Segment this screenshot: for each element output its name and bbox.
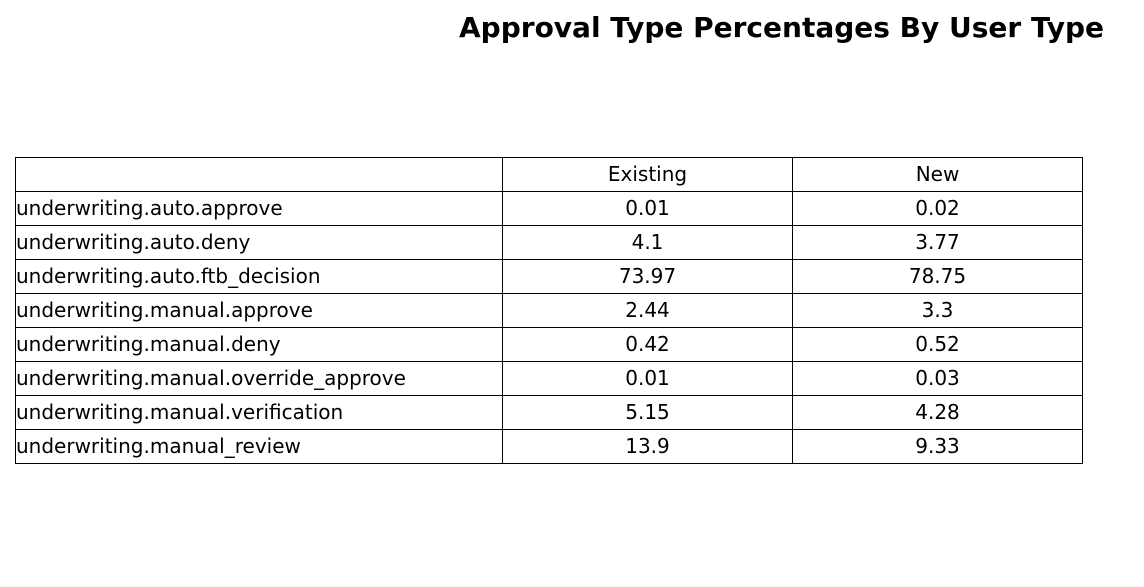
cell-new: 0.52	[792, 327, 1083, 362]
data-table: Existing New underwriting.auto.approve 0…	[15, 157, 1083, 464]
table-row: underwriting.manual.verification 5.15 4.…	[15, 395, 1083, 430]
row-label: underwriting.manual.approve	[15, 293, 503, 328]
column-header-new: New	[792, 157, 1083, 192]
cell-existing: 2.44	[502, 293, 793, 328]
table-row: underwriting.auto.approve 0.01 0.02	[15, 191, 1083, 226]
row-label: underwriting.manual.deny	[15, 327, 503, 362]
table-row: underwriting.auto.ftb_decision 73.97 78.…	[15, 259, 1083, 294]
cell-new: 78.75	[792, 259, 1083, 294]
row-label: underwriting.manual.verification	[15, 395, 503, 430]
cell-existing: 4.1	[502, 225, 793, 260]
cell-new: 3.77	[792, 225, 1083, 260]
table-header-row: Existing New	[15, 157, 1083, 192]
row-label: underwriting.auto.deny	[15, 225, 503, 260]
cell-new: 9.33	[792, 429, 1083, 464]
table-row: underwriting.manual.deny 0.42 0.52	[15, 327, 1083, 362]
cell-existing: 0.42	[502, 327, 793, 362]
row-label: underwriting.auto.approve	[15, 191, 503, 226]
table-row: underwriting.manual.override_approve 0.0…	[15, 361, 1083, 396]
table-row: underwriting.manual_review 13.9 9.33	[15, 429, 1083, 464]
chart-title: Approval Type Percentages By User Type	[459, 11, 1105, 44]
cell-existing: 5.15	[502, 395, 793, 430]
cell-new: 4.28	[792, 395, 1083, 430]
cell-existing: 0.01	[502, 191, 793, 226]
table-row: underwriting.manual.approve 2.44 3.3	[15, 293, 1083, 328]
cell-new: 3.3	[792, 293, 1083, 328]
cell-new: 0.03	[792, 361, 1083, 396]
table-corner-cell	[15, 157, 503, 192]
row-label: underwriting.manual_review	[15, 429, 503, 464]
cell-existing: 0.01	[502, 361, 793, 396]
table-row: underwriting.auto.deny 4.1 3.77	[15, 225, 1083, 260]
row-label: underwriting.manual.override_approve	[15, 361, 503, 396]
cell-existing: 13.9	[502, 429, 793, 464]
cell-existing: 73.97	[502, 259, 793, 294]
column-header-existing: Existing	[502, 157, 793, 192]
cell-new: 0.02	[792, 191, 1083, 226]
row-label: underwriting.auto.ftb_decision	[15, 259, 503, 294]
